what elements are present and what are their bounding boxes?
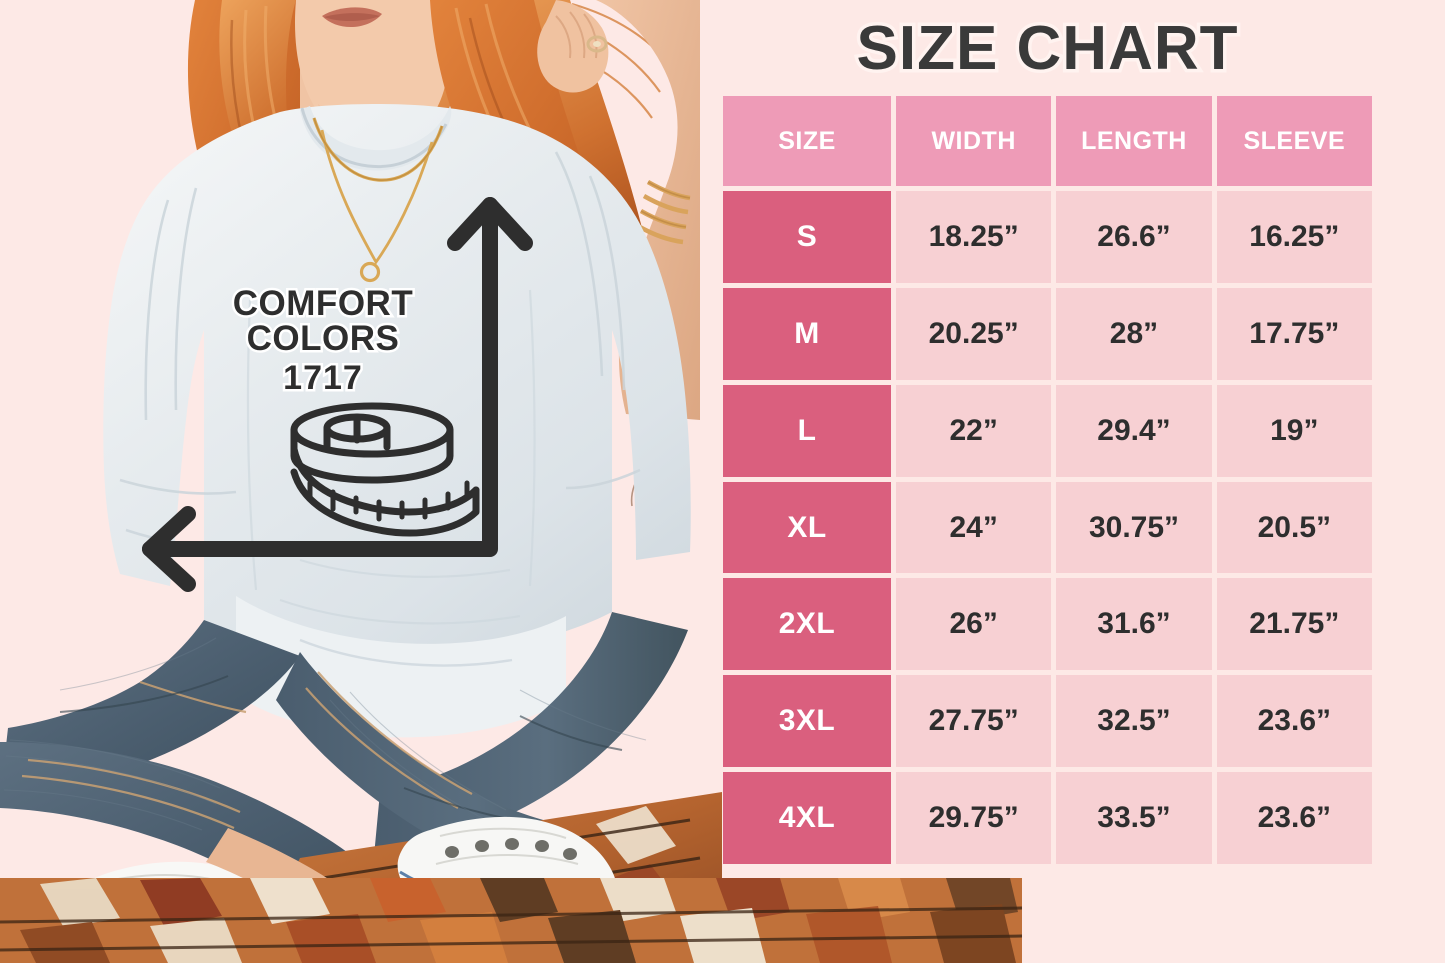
product-photo [0,0,722,963]
cell-length: 31.6” [1056,578,1212,671]
cell-length: 30.75” [1056,481,1212,574]
cell-width: 24” [896,481,1052,574]
cell-sleeve: 17.75” [1216,287,1372,380]
column-header-size: SIZE [723,96,891,186]
cell-sleeve: 23.6” [1216,675,1372,768]
column-header-width: WIDTH [896,96,1052,186]
table-row: S 18.25” 26.6” 16.25” [723,191,1372,283]
table-row: M 20.25” 28” 17.75” [723,287,1372,380]
cell-width: 20.25” [896,287,1052,380]
row-size-label: 4XL [723,772,891,865]
row-size-label: 3XL [723,675,891,768]
table-row: L 22” 29.4” 19” [723,384,1372,477]
cell-length: 32.5” [1056,675,1212,768]
cell-sleeve: 21.75” [1216,578,1372,671]
cell-sleeve: 23.6” [1216,772,1372,865]
table-row: 3XL 27.75” 32.5” 23.6” [723,675,1372,768]
cell-width: 29.75” [896,772,1052,865]
table-row: 2XL 26” 31.6” 21.75” [723,578,1372,671]
size-chart-table: SIZE WIDTH LENGTH SLEEVE S 18.25” 26.6” … [723,96,1372,865]
cell-width: 26” [896,578,1052,671]
cell-width: 18.25” [896,191,1052,283]
column-header-length: LENGTH [1056,96,1212,186]
table-row: XL 24” 30.75” 20.5” [723,481,1372,574]
page-title: SIZE CHART [853,12,1241,84]
row-size-label: M [723,287,891,380]
product-photo-lower-band [0,878,1022,963]
table-header-row: SIZE WIDTH LENGTH SLEEVE [723,96,1372,186]
table-row: 4XL 29.75” 33.5” 23.6” [723,772,1372,865]
row-size-label: 2XL [723,578,891,671]
cell-sleeve: 16.25” [1216,191,1372,283]
column-header-sleeve: SLEEVE [1216,96,1372,186]
cell-length: 33.5” [1056,772,1212,865]
cell-length: 29.4” [1056,384,1212,477]
cell-width: 22” [896,384,1052,477]
row-size-label: L [723,384,891,477]
cell-length: 26.6” [1056,191,1212,283]
cell-length: 28” [1056,287,1212,380]
cell-sleeve: 19” [1216,384,1372,477]
cell-width: 27.75” [896,675,1052,768]
cell-sleeve: 20.5” [1216,481,1372,574]
row-size-label: S [723,191,891,283]
row-size-label: XL [723,481,891,574]
